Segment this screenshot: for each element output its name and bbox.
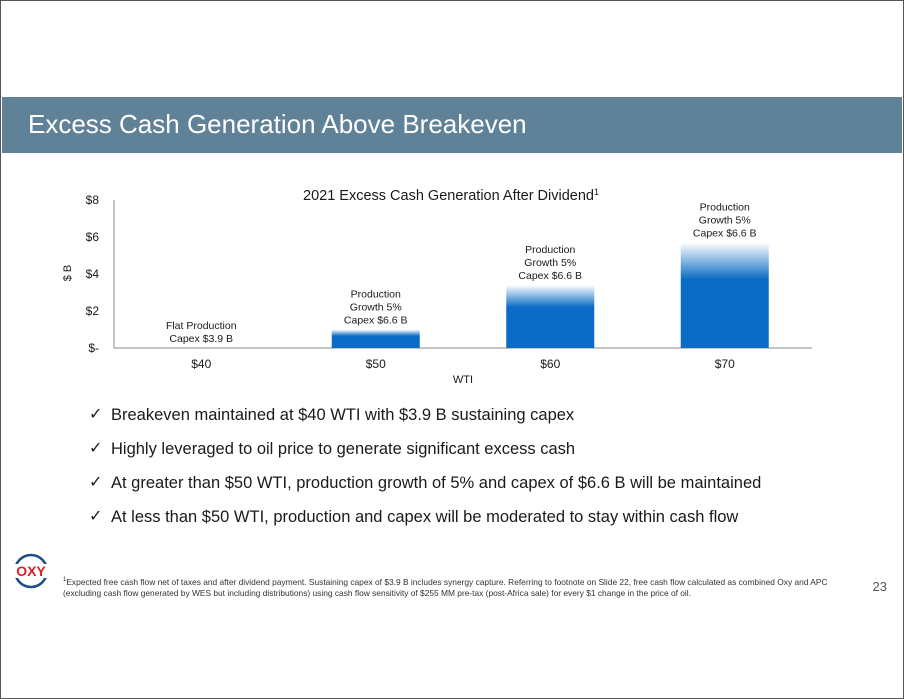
bar-usd70 [680, 242, 769, 348]
bar-usd50 [331, 329, 420, 348]
checkmark-icon: ✓ [89, 508, 103, 525]
bar-data-label: Flat Production Capex $3.9 B [166, 320, 237, 345]
checkmark-icon: ✓ [89, 406, 103, 423]
slide-title: Excess Cash Generation Above Breakeven [28, 109, 527, 139]
oxy-logo-icon: OXY [9, 553, 53, 589]
bullet-item: ✓ Highly leveraged to oil price to genera… [89, 437, 761, 471]
y-tick-label: $4 [86, 267, 100, 281]
bar-data-label: Production Growth 5% Capex $6.6 B [518, 244, 582, 282]
checkmark-icon: ✓ [89, 474, 103, 491]
bar-usd60 [506, 285, 595, 348]
x-tick-label: $70 [715, 357, 735, 371]
bullet-item: ✓ At less than $50 WTI, production and ca… [89, 505, 761, 539]
footnote: 1Expected free cash flow net of taxes an… [63, 576, 828, 598]
x-axis-label: WTI [453, 374, 473, 386]
y-tick-label: $6 [86, 230, 100, 244]
chart-title: 2021 Excess Cash Generation After Divide… [303, 187, 599, 204]
checkmark-icon: ✓ [89, 440, 103, 457]
bar-data-label: Production Growth 5% Capex $6.6 B [693, 202, 757, 240]
bullet-item: ✓ At greater than $50 WTI, production gro… [89, 471, 761, 505]
bar-data-label: Production Growth 5% Capex $6.6 B [344, 289, 408, 327]
x-tick-label: $60 [540, 357, 560, 371]
bullet-list: ✓ Breakeven maintained at $40 WTI with $3… [89, 403, 761, 539]
y-tick-label: $8 [86, 193, 100, 207]
y-tick-label: $- [88, 341, 99, 355]
x-tick-label: $50 [366, 357, 386, 371]
logo-text: OXY [16, 563, 46, 579]
bullet-item: ✓ Breakeven maintained at $40 WTI with $3… [89, 403, 761, 437]
x-tick-label: $40 [191, 357, 211, 371]
y-axis-label: $ B [62, 265, 74, 282]
title-bar: Excess Cash Generation Above Breakeven [2, 97, 902, 153]
y-tick-label: $2 [86, 304, 100, 318]
page-number: 23 [872, 579, 887, 594]
bar-chart: 2021 Excess Cash Generation After Divide… [62, 187, 812, 386]
